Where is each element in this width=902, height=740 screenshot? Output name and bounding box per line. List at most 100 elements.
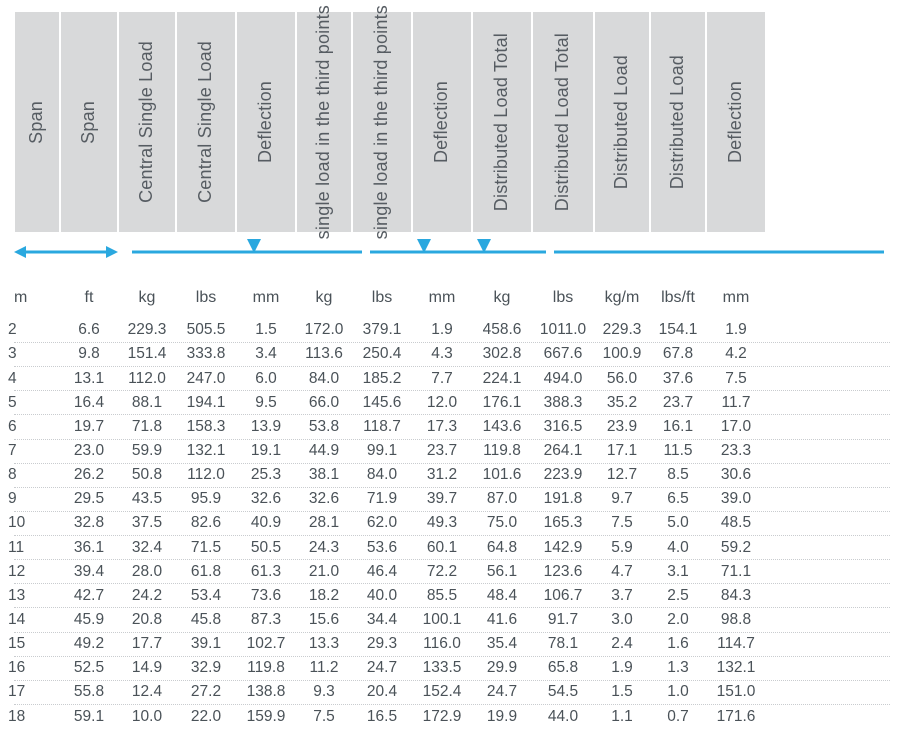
table-cell: 4.2	[706, 343, 766, 366]
table-row: 1239.428.061.861.321.046.472.256.1123.64…	[8, 560, 894, 583]
table-cell: 23.7	[412, 440, 472, 463]
unit-cell: mm	[706, 288, 766, 309]
table-cell: 17	[8, 681, 60, 704]
load-diagram	[8, 238, 894, 262]
table-cell: 61.3	[236, 560, 296, 583]
unit-cell: ft	[60, 288, 118, 309]
table-cell: 40.9	[236, 512, 296, 535]
table-cell: 142.9	[532, 536, 594, 559]
table-cell: 194.1	[176, 391, 236, 414]
table-cell: 16.4	[60, 391, 118, 414]
unit-cell: kg/m	[594, 288, 650, 309]
table-cell: 84.0	[352, 464, 412, 487]
table-cell: 247.0	[176, 367, 236, 390]
table-cell: 56.1	[472, 560, 532, 583]
table-cell: 39.4	[60, 560, 118, 583]
table-cell: 185.2	[352, 367, 412, 390]
table-cell: 16.1	[650, 415, 706, 438]
table-cell: 24.2	[118, 584, 176, 607]
table-cell: 99.1	[352, 440, 412, 463]
table-cell: 458.6	[472, 319, 532, 342]
table-cell: 28.0	[118, 560, 176, 583]
table-cell: 5.0	[650, 512, 706, 535]
table-cell: 667.6	[532, 343, 594, 366]
table-cell: 78.1	[532, 633, 594, 656]
header-label: Distributed Load Total	[551, 33, 574, 211]
table-row: 826.250.8112.025.338.184.031.2101.6223.9…	[8, 464, 894, 487]
table-cell: 24.7	[472, 681, 532, 704]
table-cell: 49.3	[412, 512, 472, 535]
table-cell: 13	[8, 584, 60, 607]
table-row: 929.543.595.932.632.671.939.787.0191.89.…	[8, 488, 894, 511]
table-cell: 29.9	[472, 657, 532, 680]
table-cell: 40.0	[352, 584, 412, 607]
table-cell: 13.1	[60, 367, 118, 390]
header-cell: Central Single Load	[176, 12, 236, 238]
table-cell: 11.7	[706, 391, 766, 414]
table-cell: 172.9	[412, 705, 472, 728]
table-cell: 60.1	[412, 536, 472, 559]
unit-row: mftkglbsmmkglbsmmkglbskg/mlbs/ftmm	[8, 288, 894, 309]
table-row: 516.488.1194.19.566.0145.612.0176.1388.3…	[8, 391, 894, 414]
header-cell: Deflection	[412, 12, 472, 238]
header-cell: Distributed Load	[650, 12, 706, 238]
table-cell: 3.4	[236, 343, 296, 366]
table-cell: 505.5	[176, 319, 236, 342]
table-cell: 3.1	[650, 560, 706, 583]
table-cell: 39.1	[176, 633, 236, 656]
table-row: 1755.812.427.2138.89.320.4152.424.754.51…	[8, 681, 894, 704]
unit-cell: kg	[296, 288, 352, 309]
header-label: Central Single Load	[135, 41, 158, 203]
header-label: Span	[77, 101, 100, 144]
table-cell: 14	[8, 608, 60, 631]
table-row: 1652.514.932.9119.811.224.7133.529.965.8…	[8, 657, 894, 680]
table-cell: 5	[8, 391, 60, 414]
table-cell: 11.5	[650, 440, 706, 463]
table-cell: 95.9	[176, 488, 236, 511]
table-cell: 17.3	[412, 415, 472, 438]
table-cell: 29.5	[60, 488, 118, 511]
table-body: 26.6229.3505.51.5172.0379.11.9458.61011.…	[8, 319, 894, 728]
table-cell: 112.0	[118, 367, 176, 390]
table-cell: 35.2	[594, 391, 650, 414]
table-cell: 23.3	[706, 440, 766, 463]
table-cell: 27.2	[176, 681, 236, 704]
table-cell: 138.8	[236, 681, 296, 704]
table-cell: 32.6	[236, 488, 296, 511]
table-cell: 75.0	[472, 512, 532, 535]
table-cell: 64.8	[472, 536, 532, 559]
table-cell: 133.5	[412, 657, 472, 680]
table-cell: 1.0	[650, 681, 706, 704]
table-cell: 32.9	[176, 657, 236, 680]
table-row: 39.8151.4333.83.4113.6250.44.3302.8667.6…	[8, 343, 894, 366]
table-cell: 37.6	[650, 367, 706, 390]
table-cell: 7.5	[594, 512, 650, 535]
table-cell: 85.5	[412, 584, 472, 607]
table-cell: 98.8	[706, 608, 766, 631]
header-cell: Span	[60, 12, 118, 238]
table-cell: 9.5	[236, 391, 296, 414]
header-label: single load in the third points	[370, 5, 393, 239]
table-cell: 302.8	[472, 343, 532, 366]
table-cell: 22.0	[176, 705, 236, 728]
table-cell: 23.0	[60, 440, 118, 463]
header-label: Deflection	[254, 81, 277, 163]
table-cell: 7.7	[412, 367, 472, 390]
table-cell: 11	[8, 536, 60, 559]
table-cell: 52.5	[60, 657, 118, 680]
table-cell: 106.7	[532, 584, 594, 607]
table-cell: 151.4	[118, 343, 176, 366]
table-cell: 53.6	[352, 536, 412, 559]
table-cell: 15	[8, 633, 60, 656]
table-cell: 1011.0	[532, 319, 594, 342]
table-cell: 91.7	[532, 608, 594, 631]
table-cell: 87.3	[236, 608, 296, 631]
table-cell: 50.5	[236, 536, 296, 559]
table-cell: 61.8	[176, 560, 236, 583]
unit-cell: m	[8, 288, 60, 309]
table-cell: 154.1	[650, 319, 706, 342]
table-cell: 16	[8, 657, 60, 680]
table-row: 1342.724.253.473.618.240.085.548.4106.73…	[8, 584, 894, 607]
header-label: Central Single Load	[194, 41, 217, 203]
table-cell: 9.7	[594, 488, 650, 511]
